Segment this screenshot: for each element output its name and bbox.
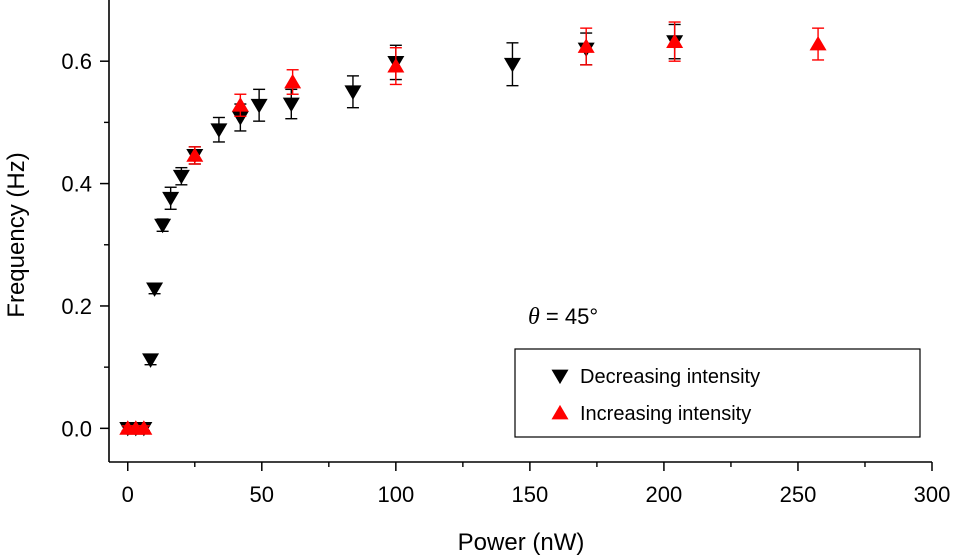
data-point [666,33,684,48]
y-tick-label: 0.0 [61,416,92,441]
x-tick-label: 100 [377,482,414,507]
x-axis-label: Power (nW) [458,529,585,555]
y-tick-label: 0.2 [61,294,92,319]
data-point [344,85,362,100]
angle-annotation: θ = 45° [528,304,598,330]
data-point [282,97,300,113]
data-point [142,353,160,368]
legend-marker-decreasing [551,369,569,385]
y-axis-label: Frequency (Hz) [3,152,30,317]
data-point [809,35,827,51]
data-series [119,21,827,437]
x-tick-label: 150 [512,482,549,507]
data-point [503,57,521,73]
data-point [250,98,268,114]
data-point [172,169,190,185]
legend: Decreasing intensity Increasing intensit… [514,348,921,438]
y-tick-label: 0.6 [61,49,92,74]
data-point [577,38,595,53]
data-point [154,218,172,234]
x-tick-label: 300 [914,482,951,507]
legend-label-decreasing: Decreasing intensity [580,366,760,388]
data-point [284,73,302,89]
data-point [231,111,249,126]
annotation-text: = 45° [540,304,598,329]
data-point [387,58,405,73]
series-increasing [119,21,827,435]
axes-frame [108,0,932,463]
x-tick-label: 50 [250,482,274,507]
svg-text:θ = 45°: θ = 45° [528,304,598,330]
data-point [135,420,153,435]
data-point [186,147,204,162]
legend-box [514,348,921,438]
legend-label-increasing: Increasing intensity [580,403,751,425]
data-point [210,123,228,138]
x-tick-label: 250 [780,482,817,507]
data-point [231,97,249,112]
tick-labels: 0 50 100 150 200 250 300 0.0 0.2 0.4 0.6 [61,49,950,507]
data-point [146,282,164,297]
theta-symbol: θ [528,304,540,330]
tick-marks [100,60,933,471]
legend-marker-increasing [551,404,569,420]
x-tick-label: 200 [646,482,683,507]
x-tick-label: 0 [122,482,134,507]
data-point [162,191,180,207]
y-tick-label: 0.4 [61,172,92,197]
